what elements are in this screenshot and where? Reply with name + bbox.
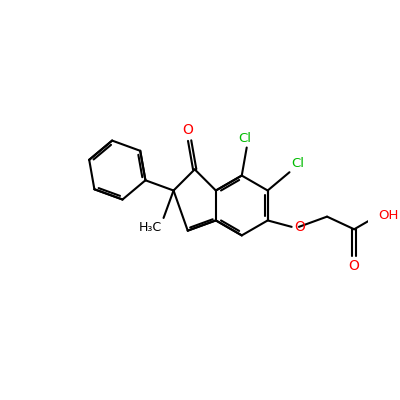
Text: O: O [294,220,306,234]
Text: O: O [349,259,360,273]
Text: Cl: Cl [291,157,304,170]
Text: Cl: Cl [238,132,251,145]
Text: OH: OH [378,208,399,222]
Text: O: O [182,123,193,137]
Text: H₃C: H₃C [139,221,162,234]
